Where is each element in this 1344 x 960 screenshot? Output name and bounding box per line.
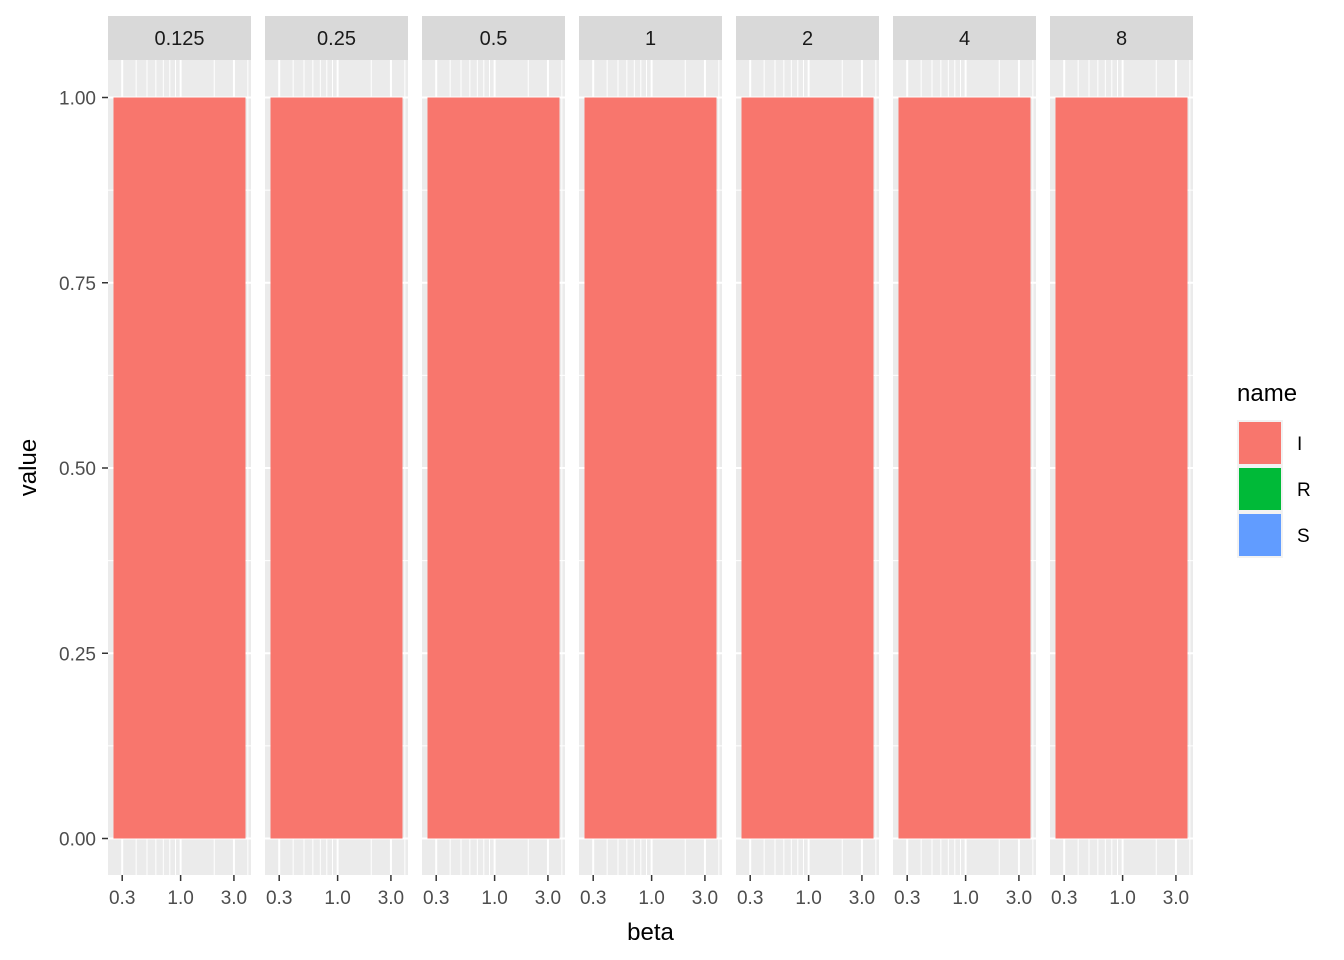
legend-label-I: I — [1297, 434, 1302, 455]
x-tick-label: 1.0 — [638, 888, 664, 909]
facet-panel-2: 2 0.3 1.0 3.0 — [736, 16, 879, 909]
legend-label-S: S — [1297, 526, 1310, 547]
x-tick-label: 1.0 — [167, 888, 193, 909]
x-tick-label: 3.0 — [535, 888, 561, 909]
x-tick-label: 3.0 — [1006, 888, 1032, 909]
x-axis-title: beta — [627, 919, 674, 946]
legend: name I R S — [1237, 380, 1311, 558]
legend-swatch-S — [1239, 514, 1281, 556]
y-tick-label: 0.75 — [59, 274, 96, 295]
y-tick-label: 0.00 — [59, 830, 96, 851]
facet-panel-0.125: 0.125 0.3 1.0 3.0 — [108, 16, 251, 909]
legend-swatch-R — [1239, 468, 1281, 510]
x-tick-label: 0.3 — [894, 888, 920, 909]
facet-strip-label: 2 — [802, 28, 813, 50]
facet-strip — [736, 16, 879, 60]
x-tick-label: 1.0 — [1109, 888, 1135, 909]
facet-strip-label: 0.125 — [154, 28, 204, 50]
facet-panel-1: 1 0.3 1.0 3.0 — [579, 16, 722, 909]
bar-I-1 — [584, 97, 717, 839]
facet-strip-label: 4 — [959, 28, 970, 50]
facet-strip — [893, 16, 1036, 60]
facet-strip — [1050, 16, 1193, 60]
x-tick-label: 1.0 — [952, 888, 978, 909]
bar-I-2 — [741, 97, 874, 839]
y-axis: 0.00 0.25 0.50 0.75 1.00 — [59, 89, 108, 851]
x-tick-label: 3.0 — [1163, 888, 1189, 909]
x-tick-label: 1.0 — [481, 888, 507, 909]
x-tick-label: 0.3 — [737, 888, 763, 909]
bar-I-4 — [898, 97, 1031, 839]
bar-I-8 — [1055, 97, 1188, 839]
y-axis-title: value — [15, 439, 42, 496]
x-tick-label: 1.0 — [324, 888, 350, 909]
facet-strip — [422, 16, 565, 60]
facet-strip — [579, 16, 722, 60]
facet-panel-4: 4 0.3 1.0 3.0 — [893, 16, 1036, 909]
legend-title: name — [1237, 380, 1297, 407]
facet-panel-8: 8 0.3 1.0 3.0 — [1050, 16, 1193, 909]
facet-strip-label: 8 — [1116, 28, 1127, 50]
x-tick-label: 3.0 — [378, 888, 404, 909]
facet-strip-label: 1 — [645, 28, 656, 50]
x-tick-label: 0.3 — [580, 888, 606, 909]
bar-I-0.5 — [427, 97, 560, 839]
x-tick-label: 0.3 — [109, 888, 135, 909]
facet-strip — [108, 16, 251, 60]
facet-strip-label: 0.5 — [480, 28, 508, 50]
y-tick-label: 0.25 — [59, 644, 96, 665]
x-tick-label: 3.0 — [692, 888, 718, 909]
facet-strip — [265, 16, 408, 60]
facet-strip-label: 0.25 — [317, 28, 356, 50]
legend-swatch-I — [1239, 422, 1281, 464]
facet-panel-0.5: 0.5 0.3 1.0 3.0 — [422, 16, 565, 909]
facet-panel-0.25: 0.25 0.3 1.0 3.0 — [265, 16, 408, 909]
x-tick-label: 0.3 — [266, 888, 292, 909]
x-tick-label: 3.0 — [849, 888, 875, 909]
x-tick-label: 0.3 — [1051, 888, 1077, 909]
bar-I-0.25 — [270, 97, 403, 839]
bar-I-0.125 — [113, 97, 246, 839]
x-tick-label: 1.0 — [795, 888, 821, 909]
legend-label-R: R — [1297, 480, 1311, 501]
x-tick-label: 3.0 — [221, 888, 247, 909]
x-tick-label: 0.3 — [423, 888, 449, 909]
y-tick-label: 0.50 — [59, 459, 96, 480]
y-tick-label: 1.00 — [59, 89, 96, 110]
